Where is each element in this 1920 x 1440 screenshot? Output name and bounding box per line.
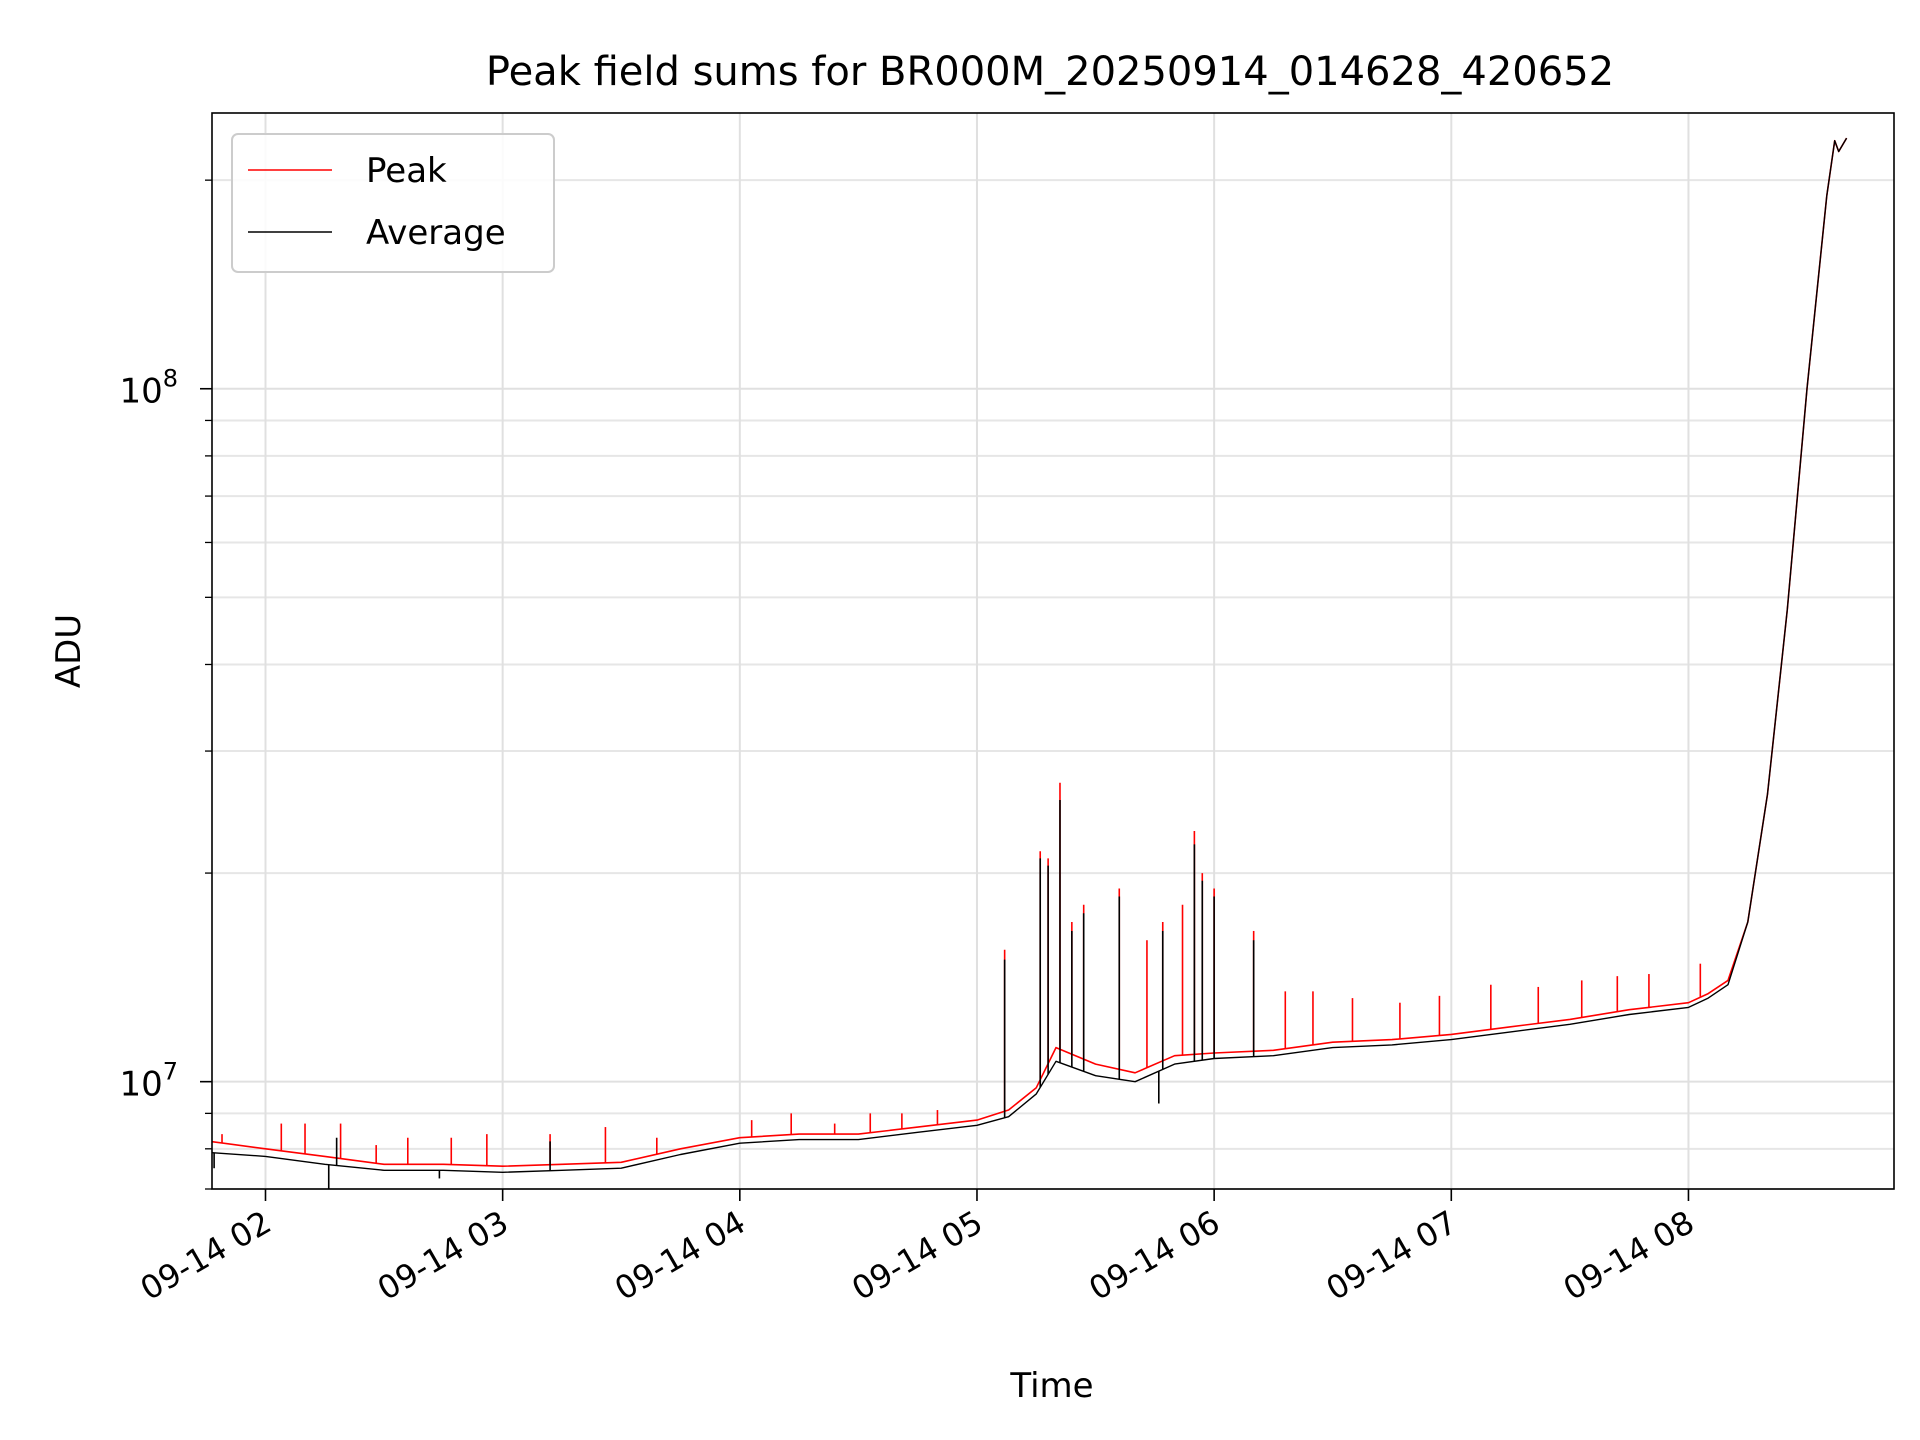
legend-label-average: Average <box>366 213 506 253</box>
series-lines <box>212 137 1848 1189</box>
series-average <box>212 137 1848 1189</box>
series-line <box>212 137 1848 1174</box>
x-axis-label: Time <box>1009 1366 1093 1406</box>
y-axis-minor-ticks <box>205 179 212 1190</box>
legend-label-peak: Peak <box>366 151 447 191</box>
legend-box <box>231 133 555 273</box>
y-axis-label: ADU <box>49 614 89 688</box>
legend: Peak Average <box>231 133 555 273</box>
chart-title: Peak field sums for BR000M_20250914_0146… <box>486 49 1614 95</box>
plot-frame <box>211 112 1895 1190</box>
